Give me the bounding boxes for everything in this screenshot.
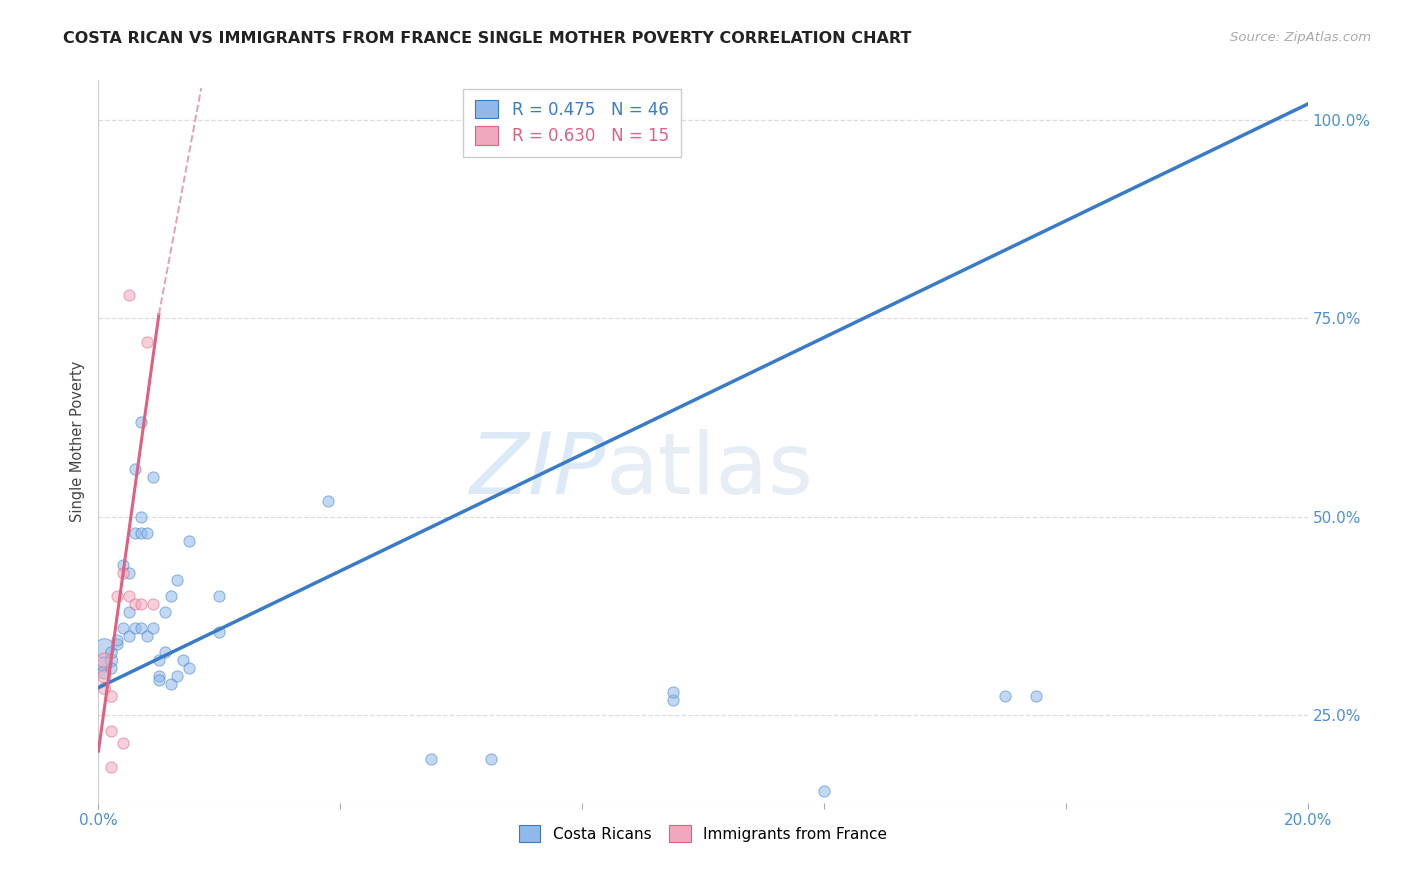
Point [93, 640, 115, 655]
Point [148, 669, 170, 683]
Point [420, 752, 443, 766]
Point [148, 673, 170, 687]
Text: COSTA RICAN VS IMMIGRANTS FROM FRANCE SINGLE MOTHER POVERTY CORRELATION CHART: COSTA RICAN VS IMMIGRANTS FROM FRANCE SI… [63, 31, 911, 46]
Point [100, 653, 122, 667]
Point [118, 566, 141, 580]
Legend: Costa Ricans, Immigrants from France: Costa Ricans, Immigrants from France [512, 817, 894, 849]
Point [93, 653, 115, 667]
Point [124, 621, 146, 635]
Point [100, 760, 122, 774]
Point [111, 566, 134, 580]
Point [129, 597, 152, 611]
Point [160, 676, 183, 690]
Point [124, 462, 146, 476]
Point [661, 692, 683, 706]
Point [135, 629, 157, 643]
Point [124, 597, 146, 611]
Point [111, 558, 134, 572]
Point [93, 665, 115, 679]
Point [118, 605, 141, 619]
Point [661, 684, 683, 698]
Point [93, 681, 115, 695]
Point [100, 724, 122, 739]
Point [124, 525, 146, 540]
Point [148, 653, 170, 667]
Point [160, 590, 183, 604]
Point [105, 633, 128, 648]
Point [142, 597, 165, 611]
Point [179, 661, 201, 675]
Point [179, 533, 201, 548]
Text: Source: ZipAtlas.com: Source: ZipAtlas.com [1230, 31, 1371, 45]
Point [100, 645, 122, 659]
Point [481, 752, 503, 766]
Point [93, 657, 115, 671]
Point [142, 621, 165, 635]
Text: atlas: atlas [606, 429, 814, 512]
Point [93, 669, 115, 683]
Point [1024, 689, 1046, 703]
Point [166, 669, 188, 683]
Point [105, 590, 128, 604]
Point [135, 335, 157, 350]
Point [129, 510, 152, 524]
Point [100, 689, 122, 703]
Point [142, 470, 165, 484]
Point [994, 689, 1017, 703]
Point [129, 415, 152, 429]
Point [166, 574, 188, 588]
Point [105, 637, 128, 651]
Point [813, 784, 835, 798]
Point [129, 525, 152, 540]
Point [172, 653, 194, 667]
Point [135, 525, 157, 540]
Point [208, 590, 231, 604]
Point [111, 621, 134, 635]
Point [316, 494, 339, 508]
Point [153, 605, 176, 619]
Y-axis label: Single Mother Poverty: Single Mother Poverty [70, 361, 86, 522]
Point [111, 736, 134, 750]
Point [129, 621, 152, 635]
Point [153, 645, 176, 659]
Point [208, 625, 231, 640]
Point [118, 629, 141, 643]
Text: ZIP: ZIP [470, 429, 606, 512]
Point [118, 590, 141, 604]
Point [118, 287, 141, 301]
Point [100, 661, 122, 675]
